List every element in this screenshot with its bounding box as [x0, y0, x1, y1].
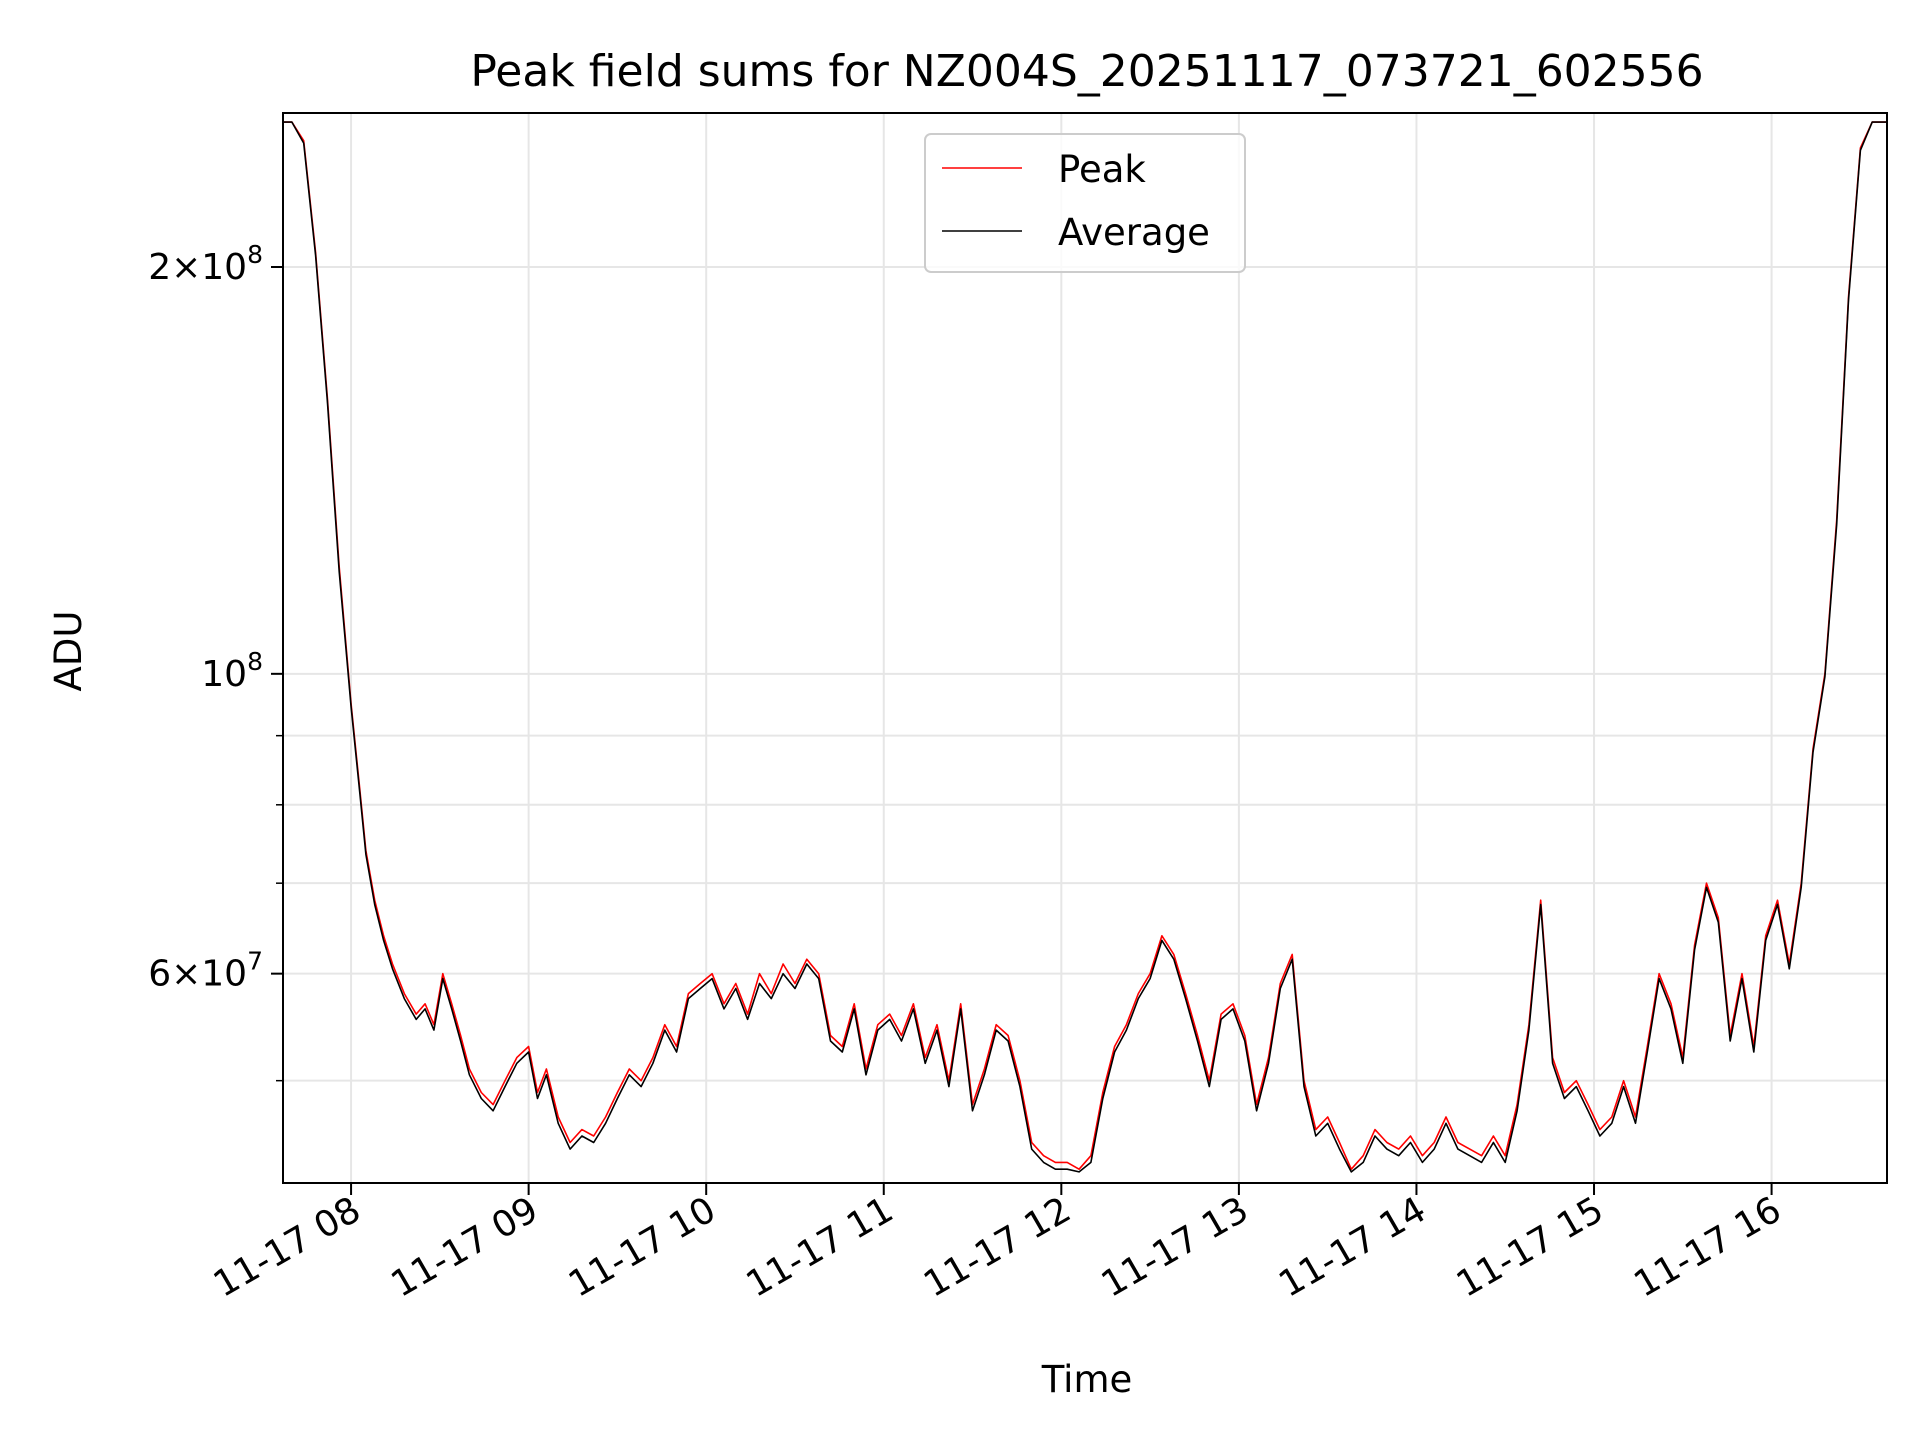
y-tick-label: 6×107 — [148, 947, 263, 995]
legend-average-label: Average — [1058, 211, 1210, 254]
chart-title: Peak field sums for NZ004S_20251117_0737… — [470, 46, 1703, 97]
y-axis: 2×108 108 6×107 — [148, 240, 283, 1082]
series-layer — [283, 121, 1887, 1173]
plot-frame — [282, 112, 1888, 1184]
series-line-peak — [283, 121, 1887, 1170]
y-tick-label: 2×108 — [148, 240, 263, 288]
y-tick-label: 108 — [201, 647, 263, 695]
legend: Peak Average — [924, 133, 1246, 273]
y-axis-label: ADU — [47, 611, 90, 692]
legend-peak-label: Peak — [1058, 148, 1146, 191]
x-axis-label: Time — [1041, 1358, 1133, 1401]
series-line-average — [283, 121, 1887, 1173]
